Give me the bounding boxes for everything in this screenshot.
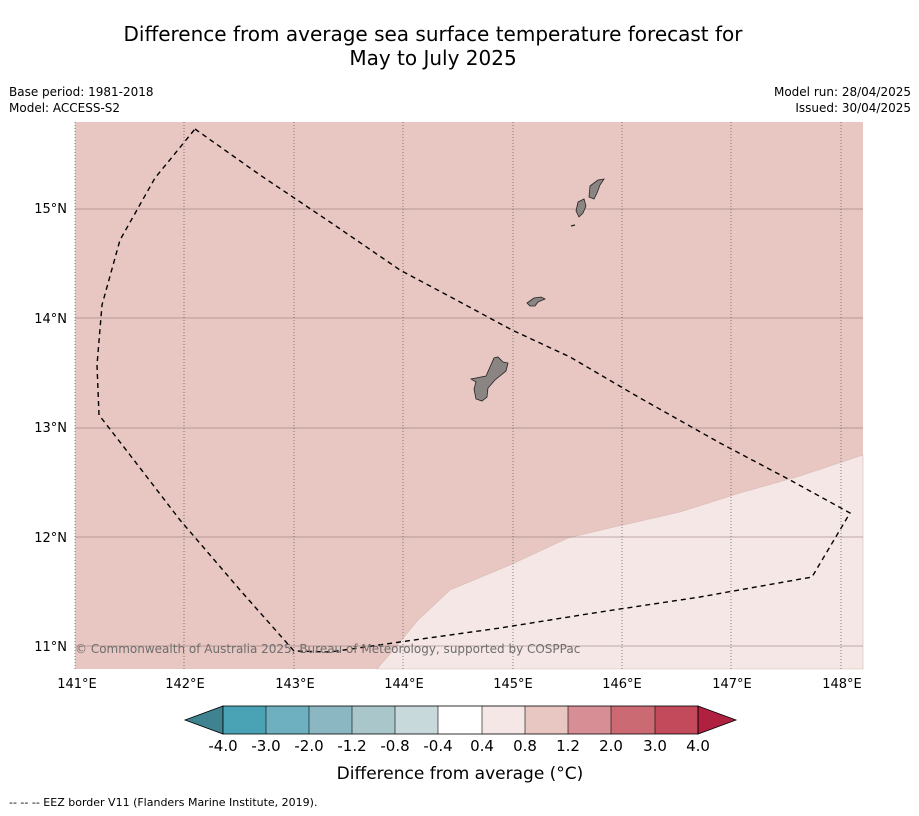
lon-label-148e: 148°E: [822, 677, 862, 692]
colorbar-bin: [568, 706, 611, 734]
colorbar-label: Difference from average (°C): [336, 764, 584, 784]
colorbar-ticks: -4.0 -3.0 -2.0 -1.2 -0.8 -0.4 0.4 0.8 1.…: [208, 737, 710, 755]
lon-gridlines: [74, 122, 842, 669]
colorbar-tick: 4.0: [686, 737, 710, 755]
colorbar: [183, 705, 738, 735]
lat-label-13n: 13°N: [34, 421, 67, 436]
lat-gridlines: [75, 208, 863, 647]
issued-date: Issued: 30/04/2025: [795, 101, 911, 115]
anomaly-region-light: [376, 454, 864, 670]
colorbar-tick: -3.0: [251, 737, 280, 755]
colorbar-tick: -0.4: [423, 737, 452, 755]
colorbar-tick: -0.8: [380, 737, 409, 755]
colorbar-tick: -1.2: [337, 737, 366, 755]
colorbar-dividers: [265, 706, 656, 734]
lat-label-15n: 15°N: [34, 202, 67, 217]
colorbar-tick: 3.0: [643, 737, 667, 755]
colorbar-extend-high: [697, 705, 738, 735]
lon-label-144e: 144°E: [384, 677, 424, 692]
colorbar-tick: 0.8: [513, 737, 537, 755]
lon-label-143e: 143°E: [275, 677, 315, 692]
colorbar-tick: 1.2: [556, 737, 580, 755]
colorbar-frame: [222, 705, 699, 735]
colorbar-tick: 0.4: [470, 737, 494, 755]
colorbar-bin: [611, 706, 655, 734]
lat-label-11n: 11°N: [34, 640, 67, 655]
map-title: Difference from average sea surface temp…: [100, 22, 766, 70]
title-line-1: Difference from average sea surface temp…: [123, 22, 743, 46]
title-line-2: May to July 2025: [349, 46, 517, 70]
base-period: Base period: 1981-2018: [9, 85, 154, 99]
copyright-text: © Commonwealth of Australia 2025, Bureau…: [75, 642, 580, 656]
island-aguijan: [570, 224, 576, 227]
island-tinian: [575, 198, 587, 218]
land-islands: [469, 178, 605, 402]
colorbar-bin: [482, 706, 525, 734]
island-saipan: [588, 178, 605, 200]
lon-labels: 141°E 142°E 143°E 144°E 145°E 146°E 147°…: [57, 677, 862, 692]
lon-label-142e: 142°E: [165, 677, 205, 692]
meta-left: Base period: 1981-2018 Model: ACCESS-S2: [9, 84, 154, 116]
colorbar-bin: [438, 706, 482, 734]
colorbar-tick: -4.0: [208, 737, 237, 755]
island-rota: [526, 296, 546, 307]
lat-labels: 15°N 14°N 13°N 12°N 11°N: [34, 202, 67, 655]
lon-label-145e: 145°E: [493, 677, 533, 692]
lon-label-147e: 147°E: [712, 677, 752, 692]
colorbar-tick: 2.0: [599, 737, 623, 755]
colorbar-extend-low: [183, 705, 224, 735]
lat-label-14n: 14°N: [34, 312, 67, 327]
lon-label-141e: 141°E: [57, 677, 97, 692]
lat-label-12n: 12°N: [34, 531, 67, 546]
colorbar-bin: [309, 706, 352, 734]
model-name: Model: ACCESS-S2: [9, 101, 121, 115]
meta-right: Model run: 28/04/2025 Issued: 30/04/2025: [774, 84, 911, 116]
colorbar-bin: [395, 706, 438, 734]
colorbar-bin: [525, 706, 568, 734]
colorbar-tick: -2.0: [294, 737, 323, 755]
lon-label-146e: 146°E: [602, 677, 642, 692]
island-guam: [469, 356, 509, 402]
colorbar-bin: [223, 706, 266, 734]
colorbar-bin: [352, 706, 395, 734]
model-run: Model run: 28/04/2025: [773, 85, 911, 99]
eez-footer-note: -- -- -- EEZ border V11 (Flanders Marine…: [9, 796, 318, 809]
colorbar-bin: [266, 706, 309, 734]
colorbar-bin: [655, 706, 698, 734]
eez-border: [96, 128, 851, 653]
